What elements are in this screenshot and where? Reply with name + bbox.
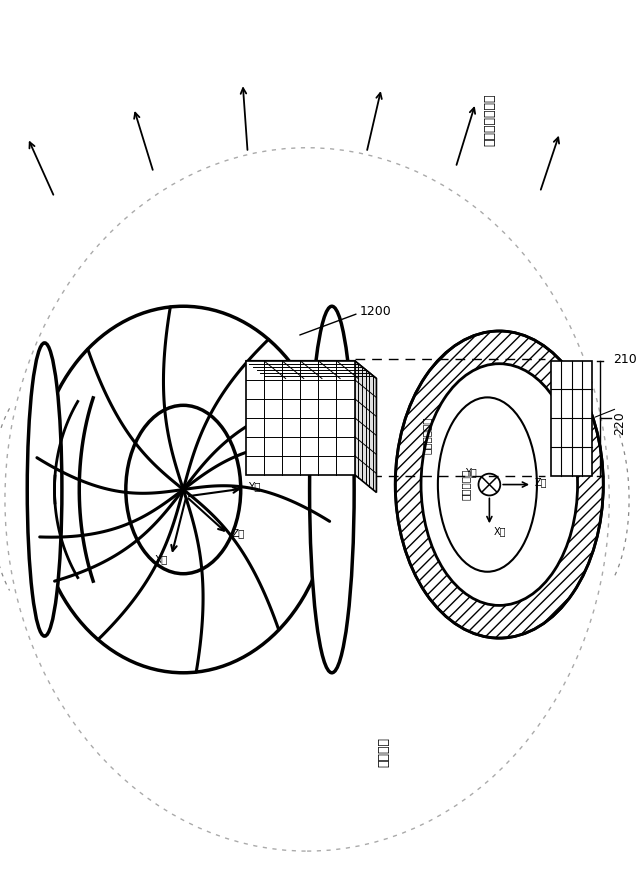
Text: 磁場源空間: 磁場源空間	[461, 469, 470, 500]
Ellipse shape	[396, 331, 604, 638]
Text: 220: 220	[613, 411, 626, 435]
Ellipse shape	[35, 307, 332, 673]
Text: Z軸: Z軸	[232, 528, 245, 538]
Ellipse shape	[310, 307, 354, 673]
Ellipse shape	[126, 406, 241, 574]
Text: Y軸: Y軸	[248, 482, 260, 491]
Text: X軸: X軸	[155, 554, 168, 564]
Polygon shape	[551, 361, 593, 476]
Ellipse shape	[421, 364, 577, 605]
Polygon shape	[246, 361, 355, 475]
Text: 210: 210	[613, 353, 637, 366]
Text: 1200: 1200	[360, 305, 391, 318]
Text: X軸: X軸	[493, 526, 506, 536]
Text: Z軸: Z軸	[535, 477, 547, 488]
Polygon shape	[246, 361, 376, 378]
Text: Y軸: Y軸	[465, 467, 476, 477]
Polygon shape	[355, 361, 376, 492]
Text: 外乱磁場の流れ: 外乱磁場の流れ	[484, 93, 497, 145]
Text: 外部空間: 外部空間	[378, 738, 391, 767]
Text: シールド空間: シールド空間	[422, 416, 432, 454]
Ellipse shape	[28, 343, 62, 636]
Ellipse shape	[438, 398, 537, 572]
